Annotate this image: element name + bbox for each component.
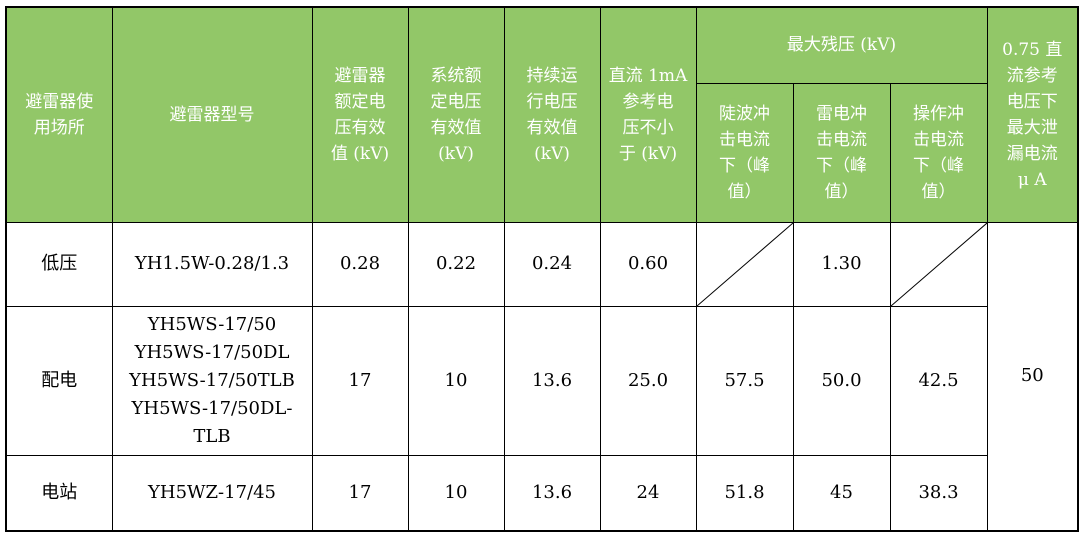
header-max-residual-group: 最大残压 (kV) [695,6,988,84]
cell-continuous-voltage: 13.6 [503,305,601,456]
cell-switching-impulse: 42.5 [889,305,988,456]
cell-steep-impulse: 57.5 [695,305,794,456]
header-rated-voltage: 避雷器 额定电 压有效 值 (kV) [311,6,409,223]
cell-model: YH5WZ-17/45 [111,454,313,532]
header-leakage-current: 0.75 直 流参考 电压下 最大泄 漏电流 μ A [986,6,1079,223]
cell-rated-voltage: 17 [311,305,409,456]
cell-lightning-impulse: 45 [792,454,891,532]
header-switching-impulse: 操作冲 击电流 下（峰 值） [889,82,988,223]
table-row-distribution: 配电 YH5WS-17/50 YH5WS-17/50DL YH5WS-17/50… [5,305,1078,456]
header-model: 避雷器型号 [111,6,313,223]
cell-system-voltage: 10 [407,454,505,532]
table-body: 低压 YH1.5W-0.28/1.3 0.28 0.22 0.24 0.60 1… [5,221,1079,532]
cell-dc-1ma-reference: 0.60 [599,221,697,307]
diagonal-slash [891,223,987,306]
diagonal-slash [697,223,793,306]
table-row-station: 电站 YH5WZ-17/45 17 10 13.6 24 51.8 45 38.… [5,454,1078,532]
cell-location: 电站 [5,454,113,532]
cell-dc-1ma-reference: 25.0 [599,305,697,456]
cell-rated-voltage: 17 [311,454,409,532]
cell-system-voltage: 0.22 [407,221,505,307]
header-continuous-voltage: 持续运 行电压 有效值 (kV) [503,6,601,223]
cell-location: 配电 [5,305,113,456]
cell-switching-impulse-na [889,221,988,307]
header-steep-impulse: 陡波冲 击电流 下（峰 值） [695,82,794,223]
cell-location: 低压 [5,221,113,307]
cell-continuous-voltage: 0.24 [503,221,601,307]
cell-switching-impulse: 38.3 [889,454,988,532]
cell-lightning-impulse: 1.30 [792,221,891,307]
cell-dc-1ma-reference: 24 [599,454,697,532]
cell-model: YH1.5W-0.28/1.3 [111,221,313,307]
header-lightning-impulse: 雷电冲 击电流 下（峰 值） [792,82,891,223]
cell-lightning-impulse: 50.0 [792,305,891,456]
header-row-top: 避雷器使 用场所 避雷器型号 避雷器 额定电 压有效 值 (kV) 系统额 定电… [5,6,1079,223]
cell-system-voltage: 10 [407,305,505,456]
header-dc-1ma-reference: 直流 1mA 参考电 压不小 于 (kV) [599,6,697,223]
cell-rated-voltage: 0.28 [311,221,409,307]
cell-steep-impulse: 51.8 [695,454,794,532]
header-row-sub: 陡波冲 击电流 下（峰 值） 雷电冲 击电流 下（峰 值） 操作冲 击电流 下（… [6,82,1078,223]
cell-leakage-current-merged: 50 [986,221,1079,532]
table-row-low-voltage: 低压 YH1.5W-0.28/1.3 0.28 0.22 0.24 0.60 1… [5,221,1079,532]
header-system-voltage: 系统额 定电压 有效值 (kV) [407,6,505,223]
table-header: 避雷器使 用场所 避雷器型号 避雷器 额定电 压有效 值 (kV) 系统额 定电… [5,6,1079,223]
cell-steep-impulse-na [695,221,794,307]
cell-continuous-voltage: 13.6 [503,454,601,532]
arrester-spec-table: 避雷器使 用场所 避雷器型号 避雷器 额定电 压有效 值 (kV) 系统额 定电… [5,6,1080,532]
cell-model: YH5WS-17/50 YH5WS-17/50DL YH5WS-17/50TLB… [111,305,313,456]
header-location: 避雷器使 用场所 [5,6,113,223]
